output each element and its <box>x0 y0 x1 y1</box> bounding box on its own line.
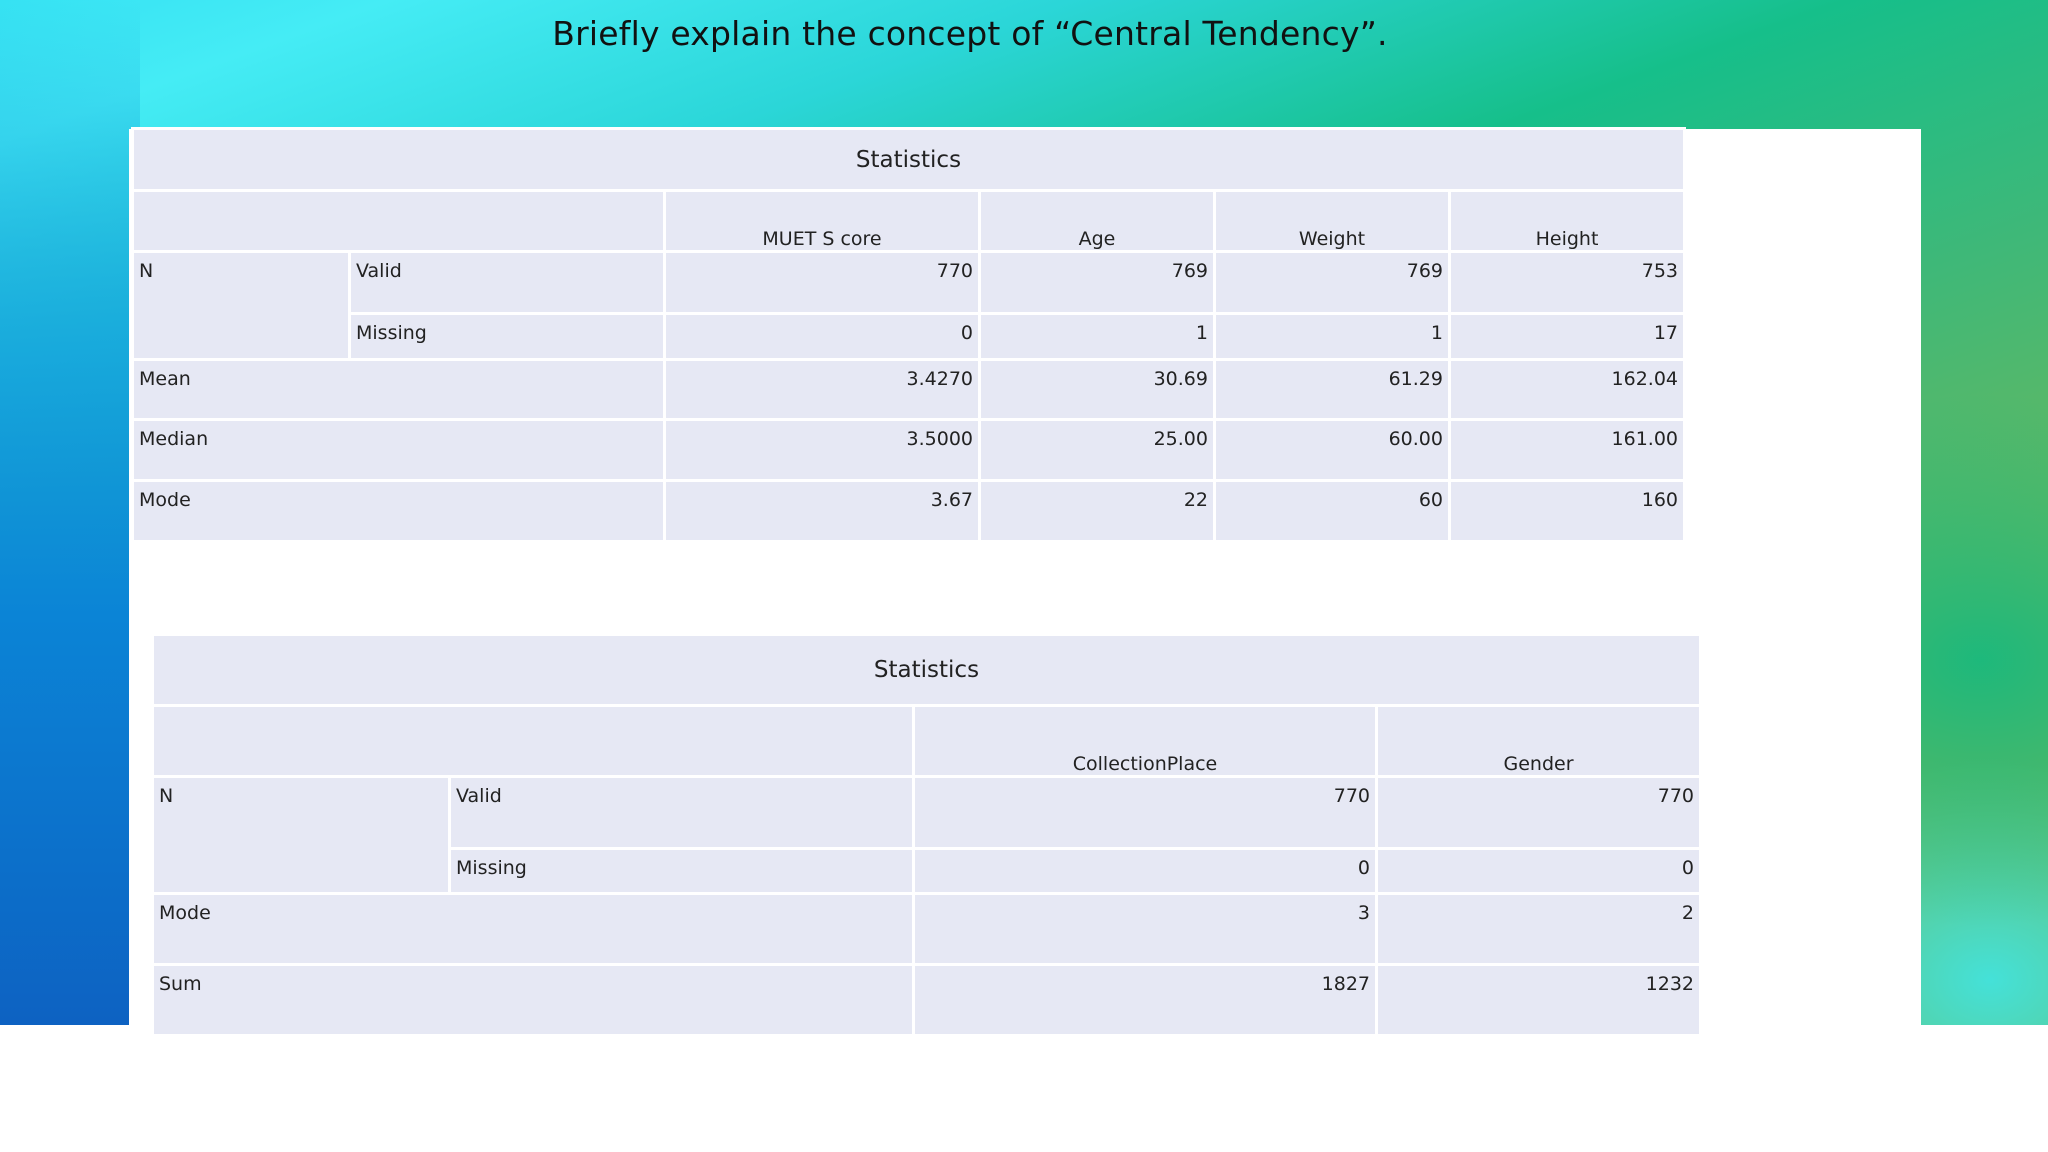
cell-value: 25.00 <box>981 421 1213 479</box>
table-row: Mean 3.4270 30.69 61.29 162.04 <box>134 361 1683 418</box>
cell-value: 0 <box>666 315 978 358</box>
table-caption: Statistics <box>134 130 1683 189</box>
slide-background-left-band <box>0 0 140 1025</box>
cell-value: 1827 <box>915 966 1375 1034</box>
cell-value: 770 <box>1378 778 1699 847</box>
cell-value: 1 <box>981 315 1213 358</box>
cell-value: 0 <box>915 850 1375 892</box>
cell-value: 22 <box>981 482 1213 540</box>
cell-value: 160 <box>1451 482 1683 540</box>
cell-value: 3.4270 <box>666 361 978 418</box>
cell-value: 60.00 <box>1216 421 1448 479</box>
table-row: N Valid 770 770 <box>154 778 1699 892</box>
column-header-muet-score: MUET S core <box>666 192 978 250</box>
column-header-collection-place: CollectionPlace <box>915 707 1375 775</box>
statistics-table-1: Statistics MUET S core Age Weight Height… <box>131 127 1686 543</box>
cell-value: 753 <box>1451 253 1683 312</box>
row-label-missing: Missing <box>451 850 912 892</box>
cell-value: 30.69 <box>981 361 1213 418</box>
column-header-gender: Gender <box>1378 707 1699 775</box>
row-label-median: Median <box>134 421 663 479</box>
cell-value: 17 <box>1451 315 1683 358</box>
cell-value: 3.67 <box>666 482 978 540</box>
cell-value: 61.29 <box>1216 361 1448 418</box>
row-label-mode: Mode <box>134 482 663 540</box>
table-row: Median 3.5000 25.00 60.00 161.00 <box>134 421 1683 479</box>
row-label-n: N <box>134 253 348 358</box>
cell-value: 3 <box>915 895 1375 963</box>
cell-value: 769 <box>981 253 1213 312</box>
column-header-weight: Weight <box>1216 192 1448 250</box>
slide-title: Briefly explain the concept of “Central … <box>552 14 1388 53</box>
header-corner-cell <box>134 192 663 250</box>
cell-value: 770 <box>915 778 1375 847</box>
statistics-table-2: Statistics CollectionPlace Gender N Vali… <box>151 633 1702 1037</box>
table-row: N Valid 770 769 769 753 <box>134 253 1683 358</box>
cell-value: 60 <box>1216 482 1448 540</box>
table-row: Mode 3 2 <box>154 895 1699 963</box>
cell-value: 1232 <box>1378 966 1699 1034</box>
cell-value: 161.00 <box>1451 421 1683 479</box>
cell-value: 1 <box>1216 315 1448 358</box>
column-header-age: Age <box>981 192 1213 250</box>
table-caption: Statistics <box>154 636 1699 704</box>
cell-value: 2 <box>1378 895 1699 963</box>
row-label-valid: Valid <box>351 253 663 312</box>
table-row: Missing 0 0 <box>154 850 1699 892</box>
row-label-n: N <box>154 778 448 892</box>
cell-value: 3.5000 <box>666 421 978 479</box>
column-header-height: Height <box>1451 192 1683 250</box>
row-label-mode: Mode <box>154 895 912 963</box>
row-label-mean: Mean <box>134 361 663 418</box>
cell-value: 162.04 <box>1451 361 1683 418</box>
table-row: Missing 0 1 1 17 <box>134 315 1683 358</box>
table-row: Sum 1827 1232 <box>154 966 1699 1034</box>
cell-value: 769 <box>1216 253 1448 312</box>
row-label-sum: Sum <box>154 966 912 1034</box>
cell-value: 0 <box>1378 850 1699 892</box>
cell-value: 770 <box>666 253 978 312</box>
table-row: Mode 3.67 22 60 160 <box>134 482 1683 540</box>
row-label-missing: Missing <box>351 315 663 358</box>
row-label-valid: Valid <box>451 778 912 847</box>
header-corner-cell <box>154 707 912 775</box>
